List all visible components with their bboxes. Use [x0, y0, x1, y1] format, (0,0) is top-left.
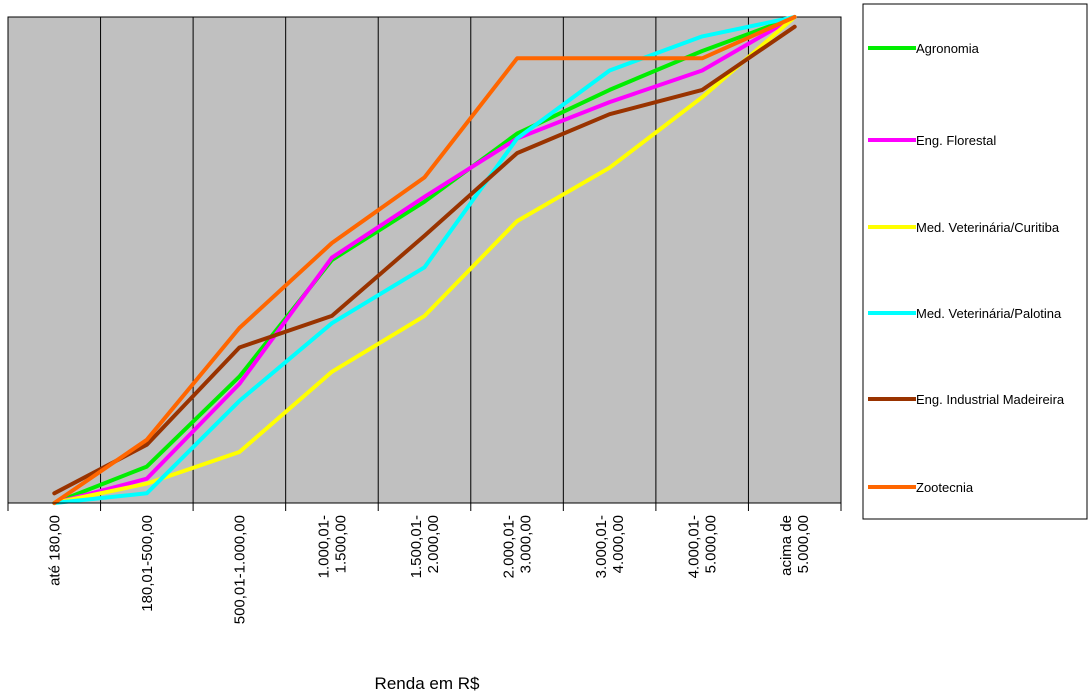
series-line [52, 15, 797, 505]
legend-label: Eng. Florestal [916, 133, 996, 148]
x-tick-label-line: 3.000,00 [518, 515, 535, 573]
series-line [52, 15, 797, 505]
legend-label: Med. Veterinária/Palotina [916, 306, 1062, 321]
x-tick-label-line: 1.000,01- [315, 515, 332, 578]
series-line [52, 15, 797, 505]
x-axis-ticks [7, 503, 842, 511]
x-tick-label-line: 4.000,01- [686, 515, 703, 578]
legend-box [862, 3, 1088, 520]
legend-label: Zootecnia [916, 480, 974, 495]
x-tick-label-line: acima de [778, 515, 795, 576]
x-tick-label: acima de5.000,00 [778, 515, 812, 576]
x-tick-label-line: 500,01-1.000,00 [231, 515, 248, 624]
x-tick-label-line: 1.500,00 [332, 515, 349, 573]
x-tick-label: 4.000,01-5.000,00 [686, 515, 720, 578]
x-tick-label-line: 3.000,01- [593, 515, 610, 578]
legend: Agronomia Eng. Florestal Med. Veterinária/… [868, 41, 1065, 495]
x-tick-label-line: 5.000,00 [703, 515, 720, 573]
x-axis-labels: até 180,00 180,01-500,00 500,01-1.000,00 1.… [46, 515, 812, 624]
x-tick-label-line: 1.500,01- [408, 515, 425, 578]
x-axis-title: Renda em R$ [375, 674, 480, 693]
legend-label: Eng. Industrial Madeireira [916, 392, 1065, 407]
series-line [52, 15, 797, 505]
grid-lines [100, 17, 749, 503]
legend-label: Agronomia [916, 41, 980, 56]
x-tick-label-line: até 180,00 [46, 515, 63, 586]
series-line [52, 15, 797, 505]
x-tick-label: 3.000,01-4.000,00 [593, 515, 627, 578]
series-line [52, 24, 797, 496]
x-tick-label-line: 4.000,00 [610, 515, 627, 573]
x-tick-label: 180,01-500,00 [139, 515, 156, 612]
x-tick-label-line: 2.000,00 [425, 515, 442, 573]
x-tick-label: 1.000,01-1.500,00 [315, 515, 349, 578]
x-tick-label: 2.000,01-3.000,00 [501, 515, 535, 578]
x-tick-label-line: 180,01-500,00 [139, 515, 156, 612]
x-tick-label-line: 2.000,01- [501, 515, 518, 578]
plot-area [7, 16, 842, 504]
x-tick-label-line: 5.000,00 [795, 515, 812, 573]
x-tick-label: 1.500,01-2.000,00 [408, 515, 442, 578]
x-tick-label: até 180,00 [46, 515, 63, 586]
legend-label: Med. Veterinária/Curitiba [916, 220, 1060, 235]
x-tick-label: 500,01-1.000,00 [231, 515, 248, 624]
series-lines [52, 15, 797, 505]
